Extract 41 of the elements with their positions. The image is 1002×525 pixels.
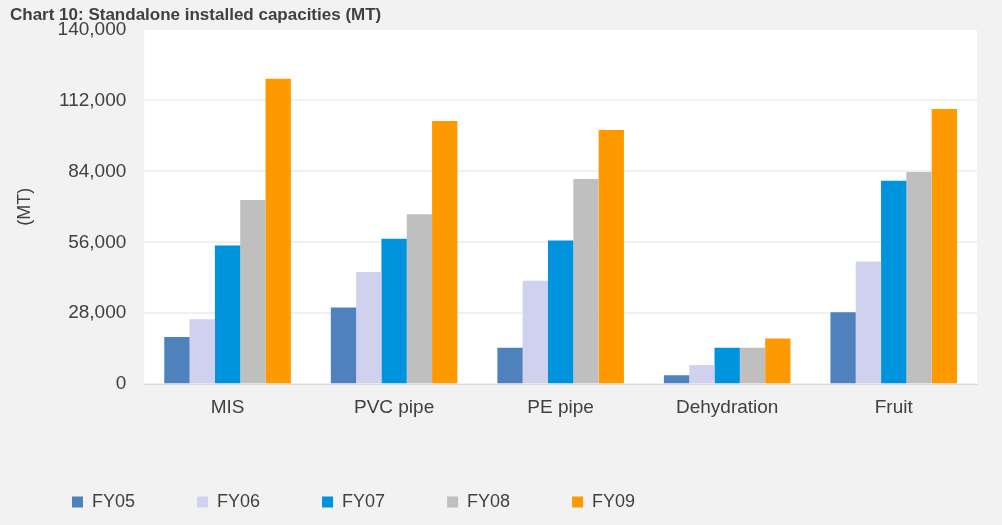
bar xyxy=(714,347,740,384)
legend-label: FY08 xyxy=(467,490,511,511)
bar xyxy=(432,120,458,384)
bar xyxy=(214,245,241,384)
bar xyxy=(522,280,548,384)
legend-label: FY05 xyxy=(92,490,136,511)
bar xyxy=(663,375,690,384)
bar xyxy=(906,172,932,384)
bar xyxy=(830,312,856,384)
legend-label: FY07 xyxy=(342,490,386,511)
bar xyxy=(739,347,766,384)
bar xyxy=(689,364,715,384)
bar xyxy=(855,261,882,384)
bar xyxy=(330,307,357,384)
bar xyxy=(497,347,523,384)
bar xyxy=(406,214,433,384)
y-axis-title: (MT) xyxy=(13,187,34,226)
bar xyxy=(547,240,574,384)
y-tick-label: 112,000 xyxy=(59,88,127,110)
bar xyxy=(765,338,791,384)
bar xyxy=(573,178,599,384)
y-tick-label: 56,000 xyxy=(68,230,127,252)
x-tick-label: PVC pipe xyxy=(353,395,435,417)
y-tick-label: 28,000 xyxy=(68,301,127,323)
y-tick-label: 84,000 xyxy=(68,159,127,181)
bar xyxy=(598,130,624,384)
x-tick-label: MIS xyxy=(210,395,245,417)
bar xyxy=(356,271,382,384)
x-tick-label: Fruit xyxy=(874,395,914,417)
legend-label: FY09 xyxy=(592,490,636,511)
bar xyxy=(240,199,266,384)
bar xyxy=(881,180,907,384)
bar xyxy=(931,108,958,384)
bar xyxy=(164,337,190,384)
bar xyxy=(381,238,407,384)
x-tick-label: PE pipe xyxy=(527,395,594,417)
y-tick-label: 0 xyxy=(115,372,127,394)
bar xyxy=(189,319,215,384)
bar xyxy=(265,78,291,384)
legend-label: FY06 xyxy=(217,490,261,511)
x-tick-label: Dehydration xyxy=(675,395,779,417)
